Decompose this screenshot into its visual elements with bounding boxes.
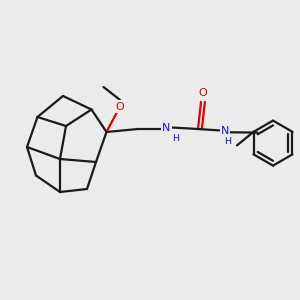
Text: H: H [172, 134, 179, 142]
Text: N: N [162, 122, 171, 133]
Text: H: H [224, 137, 232, 146]
Text: O: O [199, 88, 208, 98]
Text: O: O [116, 101, 124, 112]
Text: N: N [221, 125, 229, 136]
